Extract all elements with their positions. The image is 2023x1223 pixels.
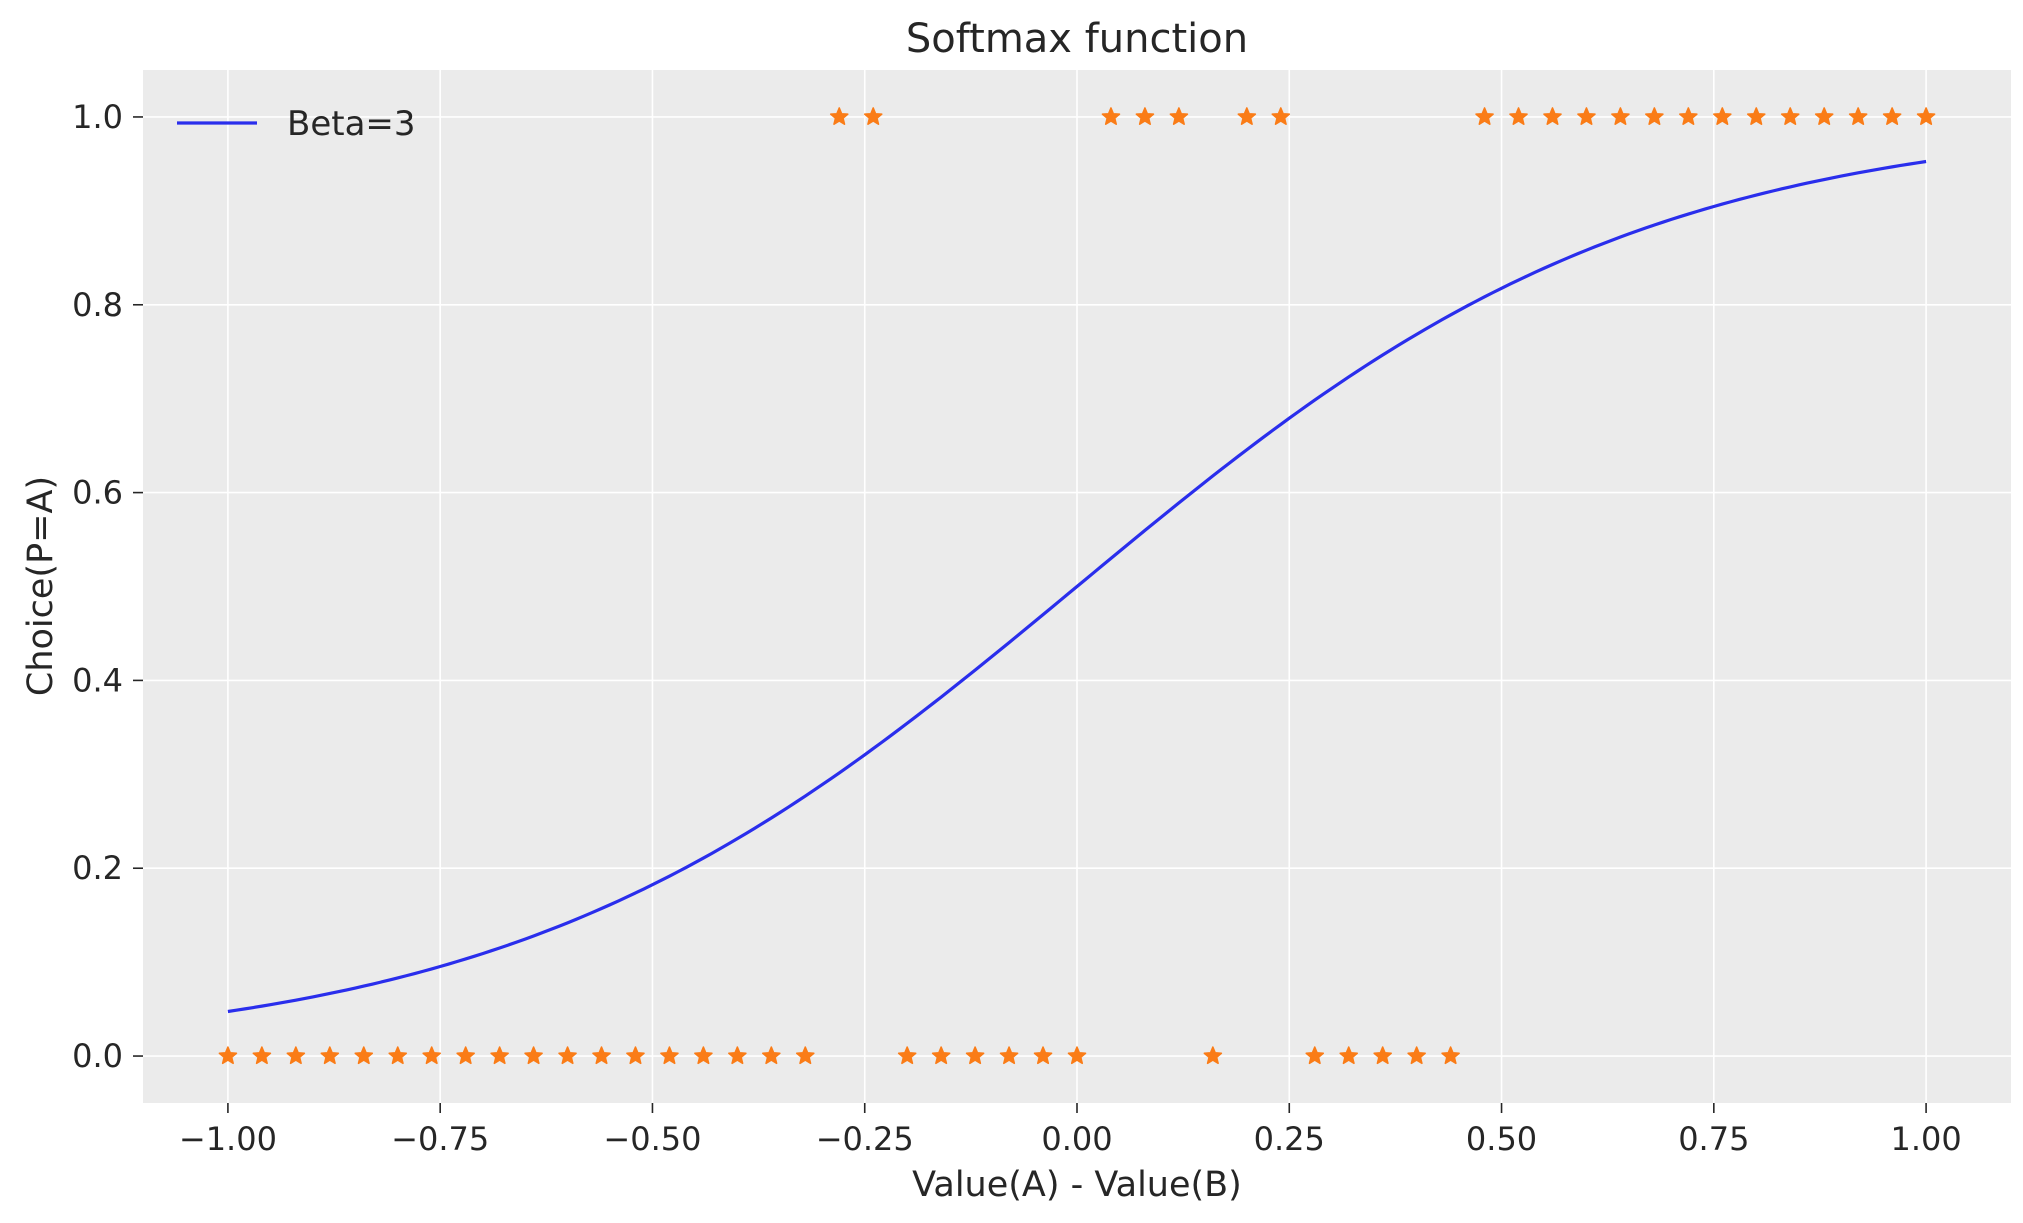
scatter-point	[762, 1046, 781, 1065]
scatter-point	[1373, 1046, 1392, 1065]
scatter-point	[1169, 107, 1189, 125]
scatter-point	[694, 1046, 713, 1065]
y-tick-label: 0.0	[72, 1037, 123, 1075]
scatter-point	[829, 107, 849, 125]
scatter-point	[1441, 1046, 1460, 1065]
scatter-point	[897, 1046, 917, 1065]
x-tick-label: 0.00	[1041, 1120, 1112, 1158]
scatter-point	[1509, 107, 1528, 125]
scatter-point	[1746, 107, 1766, 125]
scatter-point	[218, 1046, 238, 1065]
chart-title: Softmax function	[906, 16, 1248, 62]
scatter-point	[1067, 1046, 1087, 1065]
scatter-point	[1203, 1046, 1223, 1065]
x-tick-label: −0.75	[391, 1120, 489, 1158]
scatter-point	[354, 1046, 374, 1065]
scatter-point	[252, 1046, 272, 1065]
scatter-point	[558, 1046, 577, 1065]
scatter-point	[320, 1046, 340, 1065]
scatter-point	[1305, 1046, 1325, 1065]
scatter-point	[795, 1046, 815, 1065]
x-axis-label: Value(A) - Value(B)	[912, 1165, 1242, 1205]
scatter-point	[1135, 107, 1155, 125]
scatter-point	[1916, 107, 1936, 125]
legend-label: Beta=3	[287, 104, 416, 144]
scatter-point	[1780, 107, 1800, 125]
x-tick-label: −0.50	[603, 1120, 701, 1158]
x-tick-label: −0.25	[816, 1120, 914, 1158]
x-tick-label: −1.00	[179, 1120, 277, 1158]
x-tick-label: 0.25	[1254, 1120, 1325, 1158]
scatter-point	[965, 1046, 985, 1065]
scatter-point	[422, 1046, 441, 1065]
scatter-point	[999, 1046, 1019, 1065]
scatter-point	[1475, 107, 1494, 125]
scatter-point	[660, 1046, 679, 1065]
scatter-point	[456, 1046, 475, 1065]
series-layer	[218, 107, 1936, 1065]
scatter-point	[863, 107, 883, 125]
scatter-point	[1645, 107, 1664, 125]
y-tick-label: 0.6	[72, 474, 123, 512]
y-tick-label: 0.2	[72, 849, 123, 887]
x-tick-label: 0.75	[1678, 1120, 1749, 1158]
legend: Beta=3	[177, 104, 416, 144]
scatter-point	[1679, 107, 1698, 125]
x-tick-label: 0.50	[1466, 1120, 1537, 1158]
scatter-point	[626, 1046, 645, 1065]
y-tick-label: 0.4	[72, 661, 123, 699]
scatter-point	[524, 1046, 543, 1065]
scatter-point	[1339, 1046, 1359, 1065]
scatter-point	[1407, 1046, 1426, 1065]
y-tick-label: 0.8	[72, 286, 123, 324]
scatter-point	[388, 1046, 408, 1065]
scatter-point	[1101, 107, 1121, 125]
scatter-point	[1611, 107, 1630, 125]
x-tick-label: 1.00	[1890, 1120, 1961, 1158]
scatter-point	[1577, 107, 1596, 125]
scatter-point	[1543, 107, 1562, 125]
scatter-point	[1033, 1046, 1053, 1065]
scatter-point	[1814, 107, 1834, 125]
series-line-beta-3	[227, 159, 1927, 1014]
scatter-point	[1271, 107, 1291, 125]
y-axis-label: Choice(P=A)	[21, 476, 61, 696]
scatter-point	[931, 1046, 951, 1065]
scatter-point	[728, 1046, 747, 1065]
scatter-point	[592, 1046, 611, 1065]
scatter-point	[1713, 107, 1732, 125]
scatter-point	[490, 1046, 509, 1065]
axis-ticks: −1.00 −0.75 −0.50 −0.25 0.00 0.25 0.50 0.75 1.00…	[72, 98, 1962, 1158]
scatter-point	[1848, 107, 1868, 125]
y-tick-label: 1.0	[72, 98, 123, 136]
scatter-point	[1237, 107, 1257, 125]
scatter-point	[286, 1046, 306, 1065]
scatter-point	[1882, 107, 1902, 125]
